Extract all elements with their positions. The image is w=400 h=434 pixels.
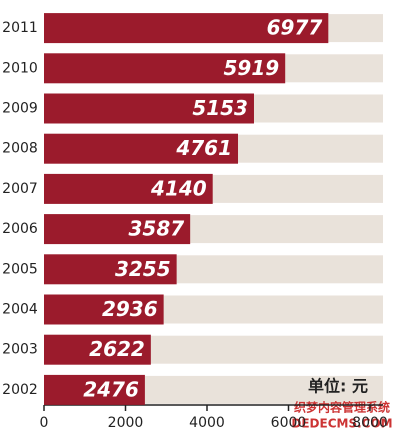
- y-tick-label: 2005: [2, 261, 38, 277]
- value-label: 2476: [83, 377, 139, 401]
- watermark: DEDECMS.COM: [291, 417, 392, 431]
- value-label: 2622: [89, 337, 145, 361]
- y-tick-label: 2010: [2, 60, 38, 76]
- y-tick-label: 2003: [2, 342, 38, 358]
- x-tick-label: 8000: [352, 415, 388, 431]
- value-label: 3255: [115, 257, 171, 281]
- y-tick-label: 2009: [2, 101, 38, 117]
- bar: [44, 93, 254, 124]
- y-tick-label: 2004: [2, 302, 38, 318]
- x-tick-label: 4000: [189, 415, 225, 431]
- value-label: 4761: [175, 136, 232, 160]
- value-label: 4140: [150, 176, 207, 200]
- x-tick-label: 6000: [271, 415, 307, 431]
- x-tick-label: 2000: [108, 415, 144, 431]
- bar: [44, 13, 329, 44]
- x-tick-label: 0: [40, 415, 49, 431]
- value-label: 5919: [224, 56, 280, 80]
- value-label: 2936: [102, 297, 158, 321]
- bar: [44, 214, 191, 245]
- value-label: 5153: [192, 96, 248, 120]
- value-label: 6977: [267, 16, 323, 40]
- unit-label: 单位: 元: [308, 377, 368, 396]
- y-tick-label: 2011: [2, 20, 38, 36]
- bar: [44, 173, 213, 204]
- value-label: 3587: [128, 217, 184, 241]
- watermark: 织梦内容管理系统: [294, 400, 390, 415]
- y-tick-label: 2007: [2, 181, 38, 197]
- bar: [44, 334, 151, 365]
- bar: [44, 374, 145, 405]
- y-tick-label: 2006: [2, 221, 38, 237]
- y-tick-label: 2002: [2, 382, 38, 398]
- bar: [44, 254, 177, 285]
- bar: [44, 133, 239, 164]
- bar: [44, 294, 164, 325]
- bar: [44, 53, 286, 84]
- y-tick-label: 2008: [2, 141, 38, 157]
